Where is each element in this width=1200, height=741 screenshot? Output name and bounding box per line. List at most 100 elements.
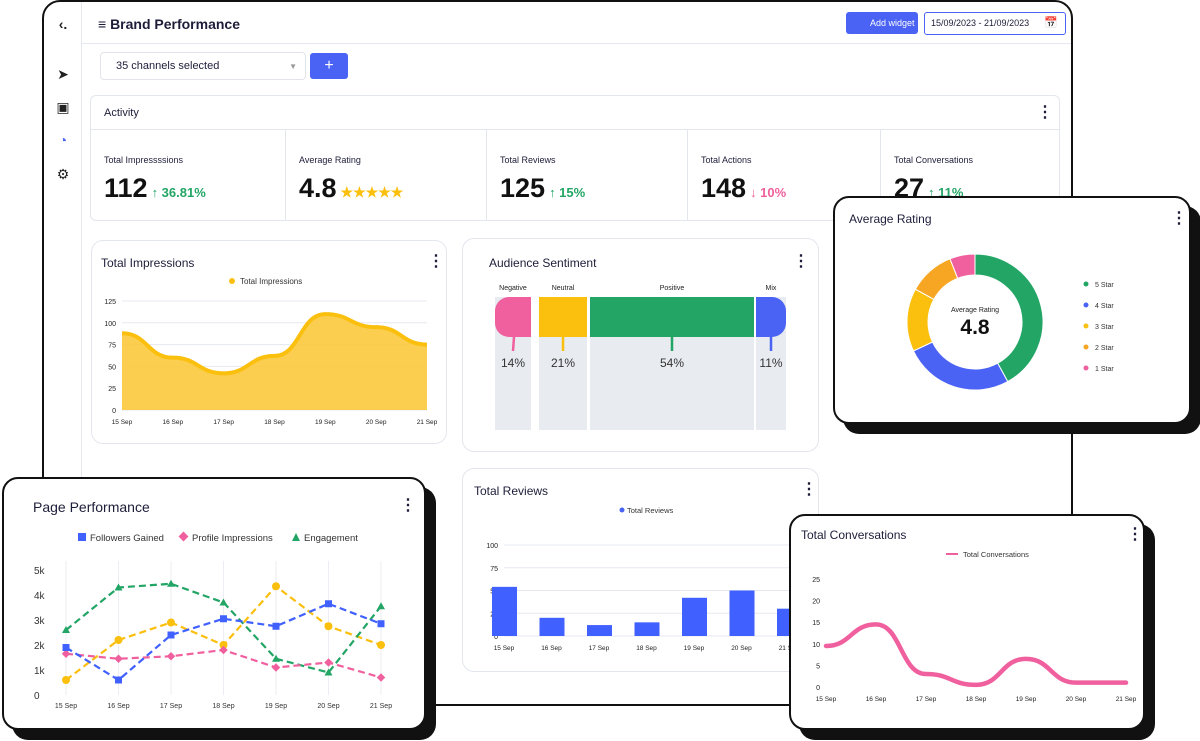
date-range-text: 15/09/2023 - 21/09/2023 xyxy=(931,18,1030,28)
total-impressions-card: Total Impressions ⋮ Total Impressions 0 25… xyxy=(91,240,447,444)
chevron-down-icon: ▼ xyxy=(289,62,297,71)
x-tick-label: 19 Sep xyxy=(1016,696,1037,703)
send-icon[interactable]: ➤ xyxy=(57,66,69,82)
y-tick-label: 25 xyxy=(812,577,820,584)
y-tick-label: 0 xyxy=(816,685,820,692)
logo-icon: ‹. xyxy=(58,16,68,32)
stat-label: Average Rating xyxy=(299,155,361,165)
data-point xyxy=(377,641,385,649)
donut-slice xyxy=(914,258,959,301)
x-tick-label: 18 Sep xyxy=(212,703,234,710)
data-point xyxy=(377,620,385,628)
x-tick-label: 17 Sep xyxy=(589,645,610,652)
legend-label: Total Impressions xyxy=(240,277,302,286)
stat-value: 4.8 ★★★★★ xyxy=(299,173,403,204)
stat-change: ↑ 36.81% xyxy=(151,185,206,200)
legend-label: Profile Impressions xyxy=(192,533,273,544)
card-title: Total Conversations xyxy=(801,528,907,542)
page-performance-chart: Followers Gained Profile Impressions Engag… xyxy=(34,531,392,710)
y-tick-label: 0 xyxy=(494,634,498,641)
legend-marker xyxy=(78,533,86,541)
more-icon[interactable]: ⋮ xyxy=(1127,526,1143,543)
add-widget-label: Add widget xyxy=(870,18,915,28)
donut-center-value: 4.8 xyxy=(960,316,990,339)
stat-label: Total Actions xyxy=(701,155,752,165)
x-tick-label: 18 Sep xyxy=(264,419,285,426)
x-tick-label: 18 Sep xyxy=(966,696,987,703)
data-point xyxy=(62,676,70,684)
series-line xyxy=(823,622,1129,688)
data-point xyxy=(114,654,123,663)
add-channel-button[interactable]: + xyxy=(310,53,348,79)
y-tick-label: 0 xyxy=(34,691,40,702)
legend-marker xyxy=(1083,344,1089,350)
legend-label: Total Reviews xyxy=(627,506,674,515)
gear-icon[interactable]: ⚙ xyxy=(56,166,70,182)
card-title: Page Performance xyxy=(33,499,150,515)
y-tick-label: 125 xyxy=(104,299,116,306)
card-title: Average Rating xyxy=(849,212,932,226)
analytics-icon[interactable]: ◔ xyxy=(58,132,68,148)
conversations-chart: Total Conversations 0 5 10 15 20 25 15 Sep 16 Se… xyxy=(812,550,1136,703)
more-icon[interactable]: ⋮ xyxy=(801,481,817,498)
x-tick-label: 21 Sep xyxy=(370,703,392,710)
y-tick-label: 15 xyxy=(812,620,820,627)
x-tick-label: 20 Sep xyxy=(731,645,752,652)
x-tick-label: 15 Sep xyxy=(112,419,133,426)
x-tick-label: 15 Sep xyxy=(494,645,515,652)
data-point xyxy=(219,598,228,606)
menu-icon[interactable]: ≡ xyxy=(98,16,111,32)
legend-marker xyxy=(619,507,625,513)
data-point xyxy=(325,600,332,608)
donut-slice xyxy=(974,253,1044,383)
data-point xyxy=(324,668,333,676)
add-widget-button[interactable]: Add widget xyxy=(846,12,918,34)
legend-label: Followers Gained xyxy=(90,533,164,544)
sentiment-percent: 54% xyxy=(660,356,684,370)
page-title-text: Brand Performance xyxy=(110,16,240,32)
x-tick-label: 19 Sep xyxy=(315,419,336,426)
star-rating: ★★★★★ xyxy=(340,184,404,200)
impressions-chart: Total Impressions 0 25 50 75 100 125 15 Sep 16 S… xyxy=(104,277,437,426)
more-icon[interactable]: ⋮ xyxy=(428,253,444,270)
more-icon[interactable]: ⋮ xyxy=(793,253,809,270)
card-title: Audience Sentiment xyxy=(489,256,597,270)
channels-select[interactable]: 35 channels selected ▼ xyxy=(100,52,306,80)
donut-center-label: Average Rating xyxy=(951,307,999,314)
sentiment-percent: 21% xyxy=(551,356,575,370)
more-icon[interactable]: ⋮ xyxy=(1171,210,1187,227)
data-point xyxy=(324,622,333,631)
more-icon[interactable]: ⋮ xyxy=(1037,104,1053,121)
card-title: Total Impressions xyxy=(101,256,195,270)
inbox-icon[interactable]: ▣ xyxy=(56,99,70,115)
x-tick-label: 20 Sep xyxy=(1066,696,1087,703)
legend-label: 4 Star xyxy=(1095,303,1114,310)
legend-marker xyxy=(292,533,300,541)
audience-sentiment-card: Audience Sentiment ⋮ Negative 14% Neutral 2… xyxy=(462,238,819,452)
more-icon[interactable]: ⋮ xyxy=(400,497,416,514)
data-point xyxy=(219,641,228,649)
stat-number: 125 xyxy=(500,173,546,203)
x-tick-label: 20 Sep xyxy=(317,703,339,710)
donut-slice xyxy=(906,288,935,352)
data-point xyxy=(220,615,227,623)
date-range-picker[interactable]: 15/09/2023 - 21/09/2023 📅 xyxy=(924,12,1066,35)
y-tick-label: 1k xyxy=(34,666,46,677)
y-tick-label: 10 xyxy=(812,642,820,649)
y-tick-label: 50 xyxy=(108,364,116,371)
stat-number: 112 xyxy=(104,173,148,203)
y-tick-label: 0 xyxy=(112,408,116,415)
legend-label: 3 Star xyxy=(1095,324,1114,331)
stat-number: 4.8 xyxy=(299,173,337,203)
legend-label: 2 Star xyxy=(1095,345,1114,352)
data-point xyxy=(167,631,175,639)
legend-label: Engagement xyxy=(304,533,358,544)
data-point xyxy=(62,644,70,651)
y-tick-label: 5k xyxy=(34,566,46,577)
bar xyxy=(492,586,517,636)
y-tick-label: 2k xyxy=(34,641,46,652)
total-reviews-card: Total Reviews ⋮ Total Reviews02550751001… xyxy=(462,468,819,672)
stat-label: Total Impressssions xyxy=(104,155,184,165)
average-rating-card: Average Rating ⋮ 5 Star 4 Star 3 Star 2 Sta… xyxy=(833,196,1191,424)
